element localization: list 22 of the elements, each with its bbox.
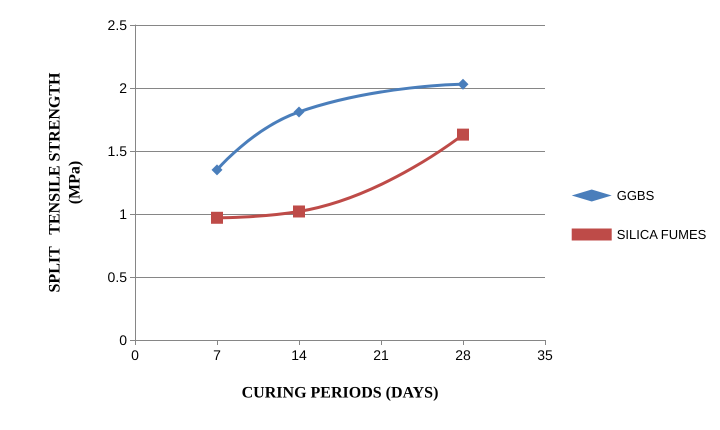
legend-label: GGBS (616, 188, 655, 203)
x-tick-label: 7 (213, 347, 222, 363)
y-tick-label: 0.5 (108, 269, 128, 285)
y-tick-label: 1.5 (108, 143, 128, 159)
x-tick-label: 0 (131, 347, 140, 363)
point (293, 205, 305, 218)
y-axis-title: SPLIT TENSILE STRENGTH (MPa) (46, 72, 84, 292)
y-tick-label: 1 (119, 206, 128, 222)
x-tick-label: 35 (537, 347, 553, 363)
x-tick-label: 28 (455, 347, 471, 363)
point (294, 106, 304, 118)
x-axis-title: CURING PERIODS (DAYS) (242, 384, 438, 402)
y-tick-label: 2.5 (108, 17, 128, 33)
point (211, 212, 223, 224)
y-tick-label: 2 (119, 80, 128, 96)
point (457, 128, 469, 141)
x-tick-label: 14 (291, 347, 307, 363)
point (212, 164, 222, 176)
point (458, 78, 468, 90)
y-tick-label: 0 (119, 332, 128, 348)
legend-label: SILICA FUMES (616, 227, 707, 242)
x-tick-label: 21 (373, 347, 389, 363)
